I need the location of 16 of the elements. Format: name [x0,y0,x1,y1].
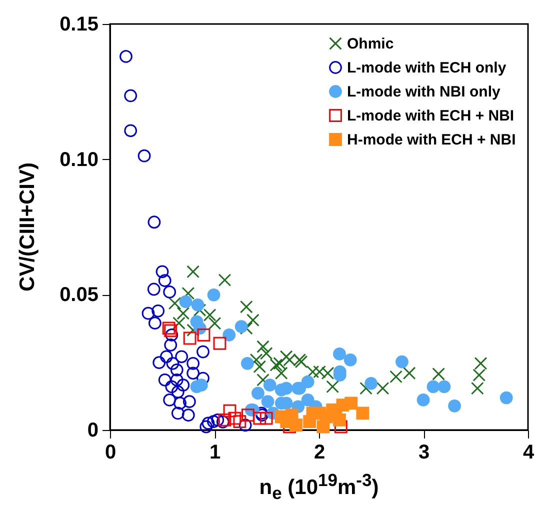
legend-label: L-mode with ECH only [347,60,507,76]
y-tick-label: 0 [87,420,98,442]
x-tick-label: 1 [209,442,221,464]
y-tick-label: 0.15 [60,14,98,36]
y-axis-title: CV/(CIII+CIV) [16,162,40,292]
y-tick-label: 0.10 [60,148,98,171]
x-tick-label: 2 [314,442,326,464]
legend-label: L-mode with ECH + NBI [347,108,514,124]
x-tick-label: 3 [418,442,430,464]
x-tick-label: 0 [104,442,116,464]
y-tick-label: 0.05 [60,284,98,306]
legend-label: H-mode with ECH + NBI [347,132,516,148]
x-tick-label: 4 [522,442,535,464]
legend-label: Ohmic [347,36,394,52]
legend-label: L-mode with NBI only [347,84,501,100]
x-axis-title: n$_{e}$ (10$^{19}$m$^{-3}$) [258,470,380,504]
